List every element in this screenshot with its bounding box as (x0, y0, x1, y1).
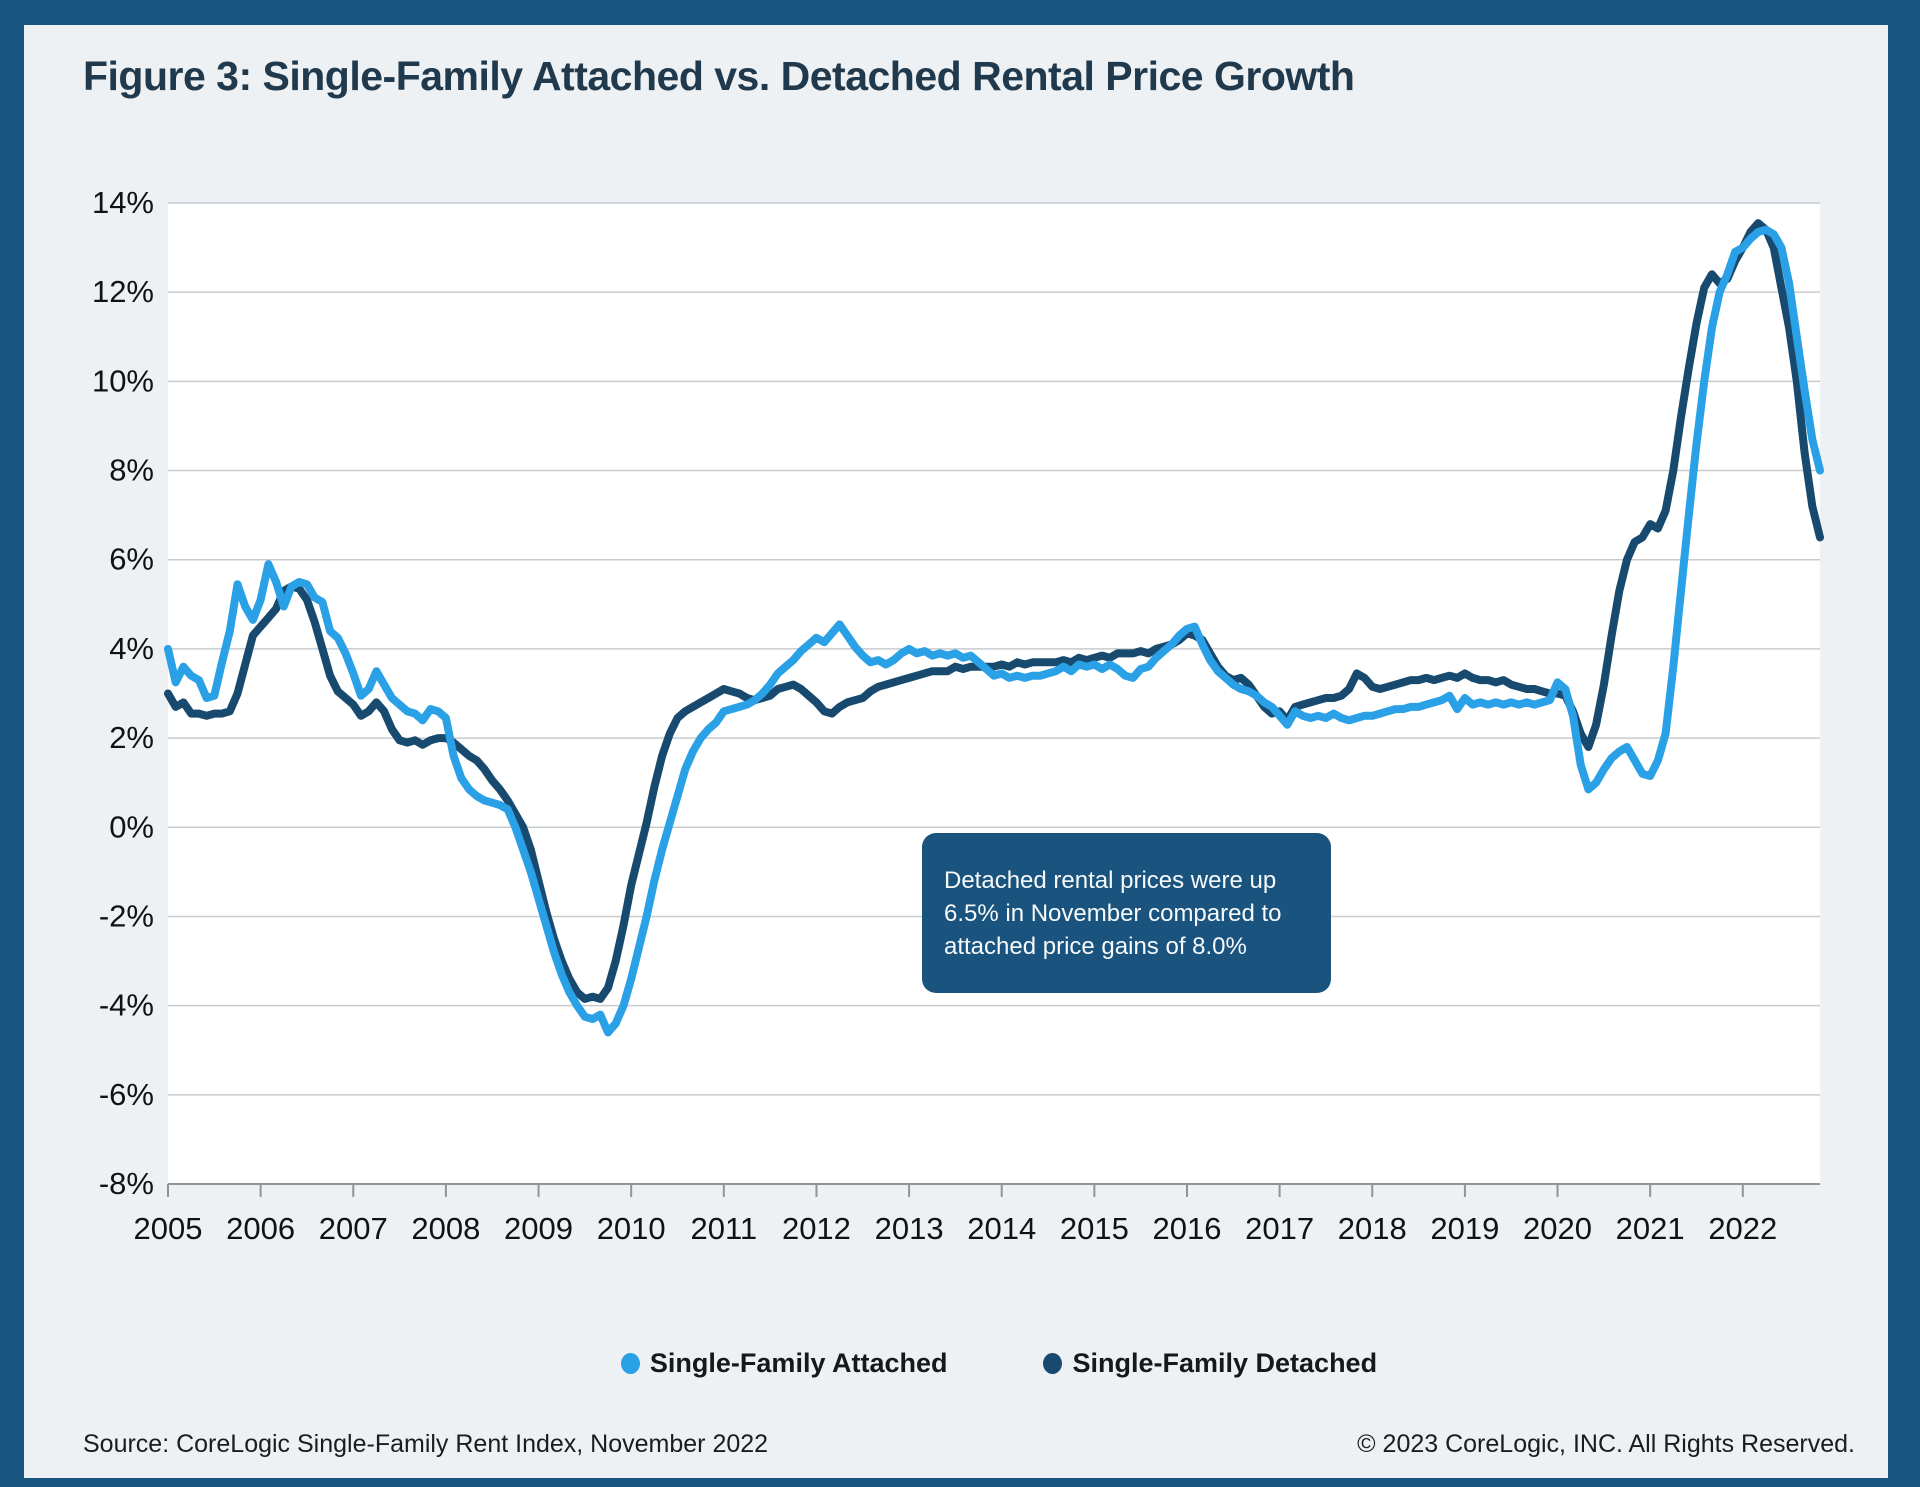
annotation-line: attached price gains of 8.0% (944, 932, 1247, 960)
legend-label: Single-Family Attached (649, 1347, 948, 1378)
x-axis-tick-label: 2013 (875, 1211, 944, 1246)
y-axis-tick-label: 14% (92, 185, 154, 220)
rent-growth-line-chart: 14% 12% 10% 8% 6% 4% 2% 0% -2% -4% -6% -8% 2005 2006 2… (92, 185, 1824, 1246)
y-axis-tick-label: -8% (99, 1166, 154, 1201)
legend-item-detached: Single-Family Detached (1043, 1348, 1377, 1379)
x-axis-tick-label: 2014 (967, 1211, 1036, 1246)
plot-area (168, 203, 1820, 1184)
x-axis-tick-label: 2007 (319, 1211, 388, 1246)
y-axis-tick-label: 2% (109, 720, 154, 755)
source-note: Source: CoreLogic Single-Family Rent Ind… (83, 1430, 769, 1458)
x-axis-tick-label: 2022 (1708, 1211, 1777, 1246)
series-line-single-family-detached (164, 219, 1824, 1003)
chart-title: Figure 3: Single-Family Attached vs. Det… (83, 53, 1355, 99)
x-axis-tick-label: 2016 (1153, 1211, 1222, 1246)
annotation-line: Detached rental prices were up (944, 866, 1277, 894)
y-axis-tick-label: -2% (99, 898, 154, 933)
legend-label: Single-Family Detached (1072, 1347, 1378, 1378)
x-axis-tick-label: 2006 (226, 1211, 295, 1246)
x-axis-tick-label: 2009 (504, 1211, 573, 1246)
x-axis-tick-label: 2010 (597, 1211, 666, 1246)
x-axis-tick-label: 2008 (411, 1211, 480, 1246)
detached-series-dot-icon (1043, 1352, 1063, 1374)
x-axis-tick-label: 2019 (1430, 1211, 1499, 1246)
x-axis-tick-label: 2021 (1616, 1211, 1685, 1246)
page-background: Figure 3: Single-Family Attached vs. Det… (24, 25, 1888, 1478)
y-axis-tick-label: -4% (99, 988, 154, 1023)
chart-legend: Single-Family Attached Single-Family Det… (24, 1343, 1920, 1383)
legend-item-attached: Single-Family Attached (620, 1347, 948, 1379)
x-axis-tick-label: 2018 (1338, 1211, 1407, 1246)
annotation-callout: Detached rental prices were up 6.5% in N… (922, 833, 1331, 993)
x-axis-tick-label: 2005 (134, 1211, 203, 1246)
y-axis-tick-label: 0% (109, 809, 154, 844)
series-line-single-family-attached (164, 225, 1824, 1037)
x-axis-tick-label: 2015 (1060, 1211, 1129, 1246)
copyright-note: © 2023 CoreLogic, INC. All Rights Reserv… (1357, 1430, 1855, 1458)
y-axis-tick-label: 8% (109, 453, 154, 488)
x-axis-tick-label: 2020 (1523, 1211, 1592, 1246)
x-axis-tick-label: 2012 (782, 1211, 851, 1246)
annotation-line: 6.5% in November compared to (944, 899, 1282, 927)
x-axis-tick-label: 2017 (1245, 1211, 1314, 1246)
y-axis-tick-label: 4% (109, 631, 154, 666)
y-axis-tick-label: 12% (92, 274, 154, 309)
x-axis-tick-label: 2011 (690, 1211, 757, 1246)
attached-series-dot-icon (620, 1352, 640, 1374)
y-axis-tick-label: 10% (92, 363, 154, 398)
y-axis-tick-label: -6% (99, 1077, 154, 1112)
y-axis-tick-label: 6% (109, 542, 154, 577)
